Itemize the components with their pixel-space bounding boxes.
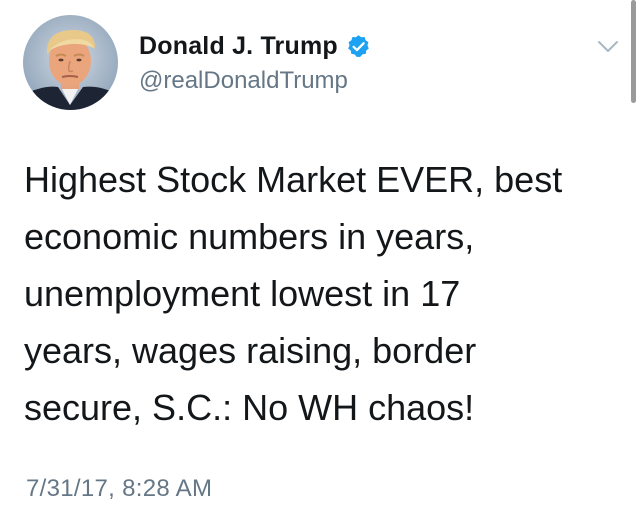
tweet-text-line: secure, S.C.: No WH chaos! (24, 387, 475, 428)
author-name-row[interactable]: Donald J. Trump (139, 29, 371, 63)
profile-photo-icon (23, 15, 118, 110)
verified-badge-icon (346, 34, 371, 59)
tweet-timestamp[interactable]: 7/31/17, 8:28 AM (26, 475, 213, 502)
scrollbar[interactable] (631, 0, 636, 103)
tweet-text-line: unemployment lowest in 17 (24, 273, 461, 314)
author-handle[interactable]: @realDonaldTrump (139, 67, 348, 94)
author-display-name[interactable]: Donald J. Trump (139, 31, 338, 60)
chevron-down-icon[interactable] (596, 36, 620, 56)
tweet-text: Highest Stock Market EVER, best economic… (24, 151, 624, 436)
avatar[interactable] (23, 15, 118, 110)
tweet-text-line: years, wages raising, border (24, 330, 477, 371)
tweet-text-line: economic numbers in years, (24, 216, 475, 257)
tweet-text-line: Highest Stock Market EVER, best (24, 159, 563, 200)
